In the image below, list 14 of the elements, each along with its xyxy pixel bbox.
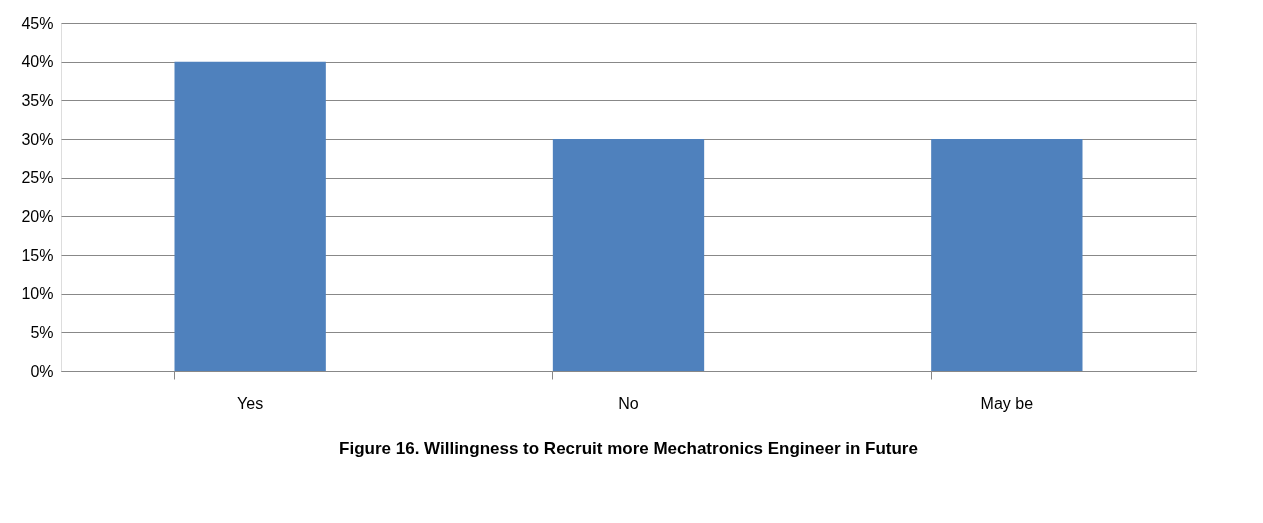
x-tick-label: Yes: [237, 394, 264, 412]
y-tick-label: 30%: [21, 130, 54, 148]
y-tick-label: 45%: [21, 14, 54, 32]
y-tick-label: 0%: [30, 362, 54, 380]
y-tick-label: 5%: [30, 323, 54, 341]
y-tick-label: 25%: [21, 169, 54, 187]
y-tick-label: 10%: [21, 285, 54, 303]
x-tick-label: No: [618, 394, 639, 412]
y-tick-label: 20%: [21, 207, 54, 225]
y-tick-label: 40%: [21, 53, 54, 71]
y-tick-label: 15%: [21, 246, 54, 264]
text: Figure 16. Willingness to Recruit more Mechatronics Engineer in Future: [339, 439, 918, 458]
y-tick-label: 35%: [21, 91, 54, 109]
x-tick-label: May be: [980, 394, 1034, 412]
